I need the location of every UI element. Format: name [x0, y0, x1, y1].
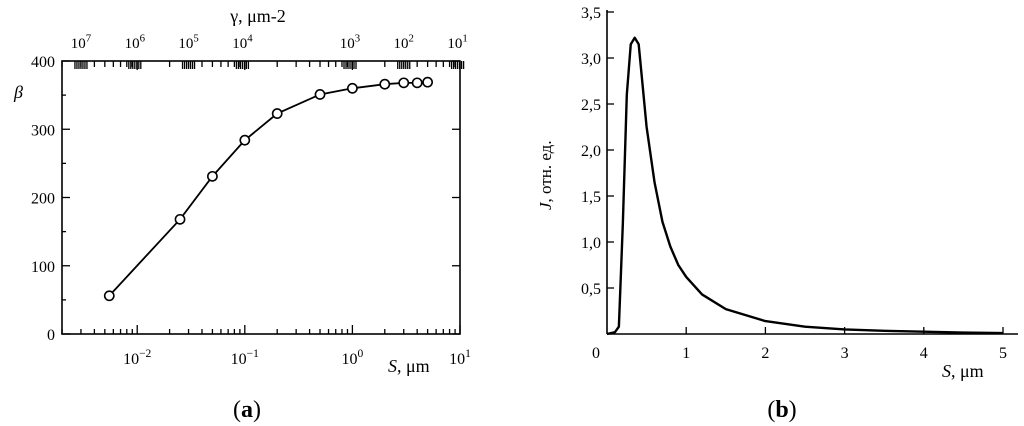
- b-ytick-label-5: 3,0: [581, 51, 601, 68]
- a-data-point-2: [207, 170, 218, 182]
- panel-b-y-label: J, отн. ед.: [536, 140, 555, 210]
- panel-a-caption: (a): [233, 397, 261, 423]
- b-ytick-label-2: 1,5: [581, 189, 601, 206]
- panel-a-y-ticks: 0 100 200 300 400: [31, 54, 460, 344]
- panel-a-x-ticks: 10−2 10−1 100 101: [61, 325, 471, 368]
- panel-a-x-label-unit: μm: [406, 356, 430, 376]
- a-toptick-label-0-base: 10: [71, 36, 86, 52]
- a-toptick-label-5-exp: 2: [409, 32, 414, 44]
- a-toptick-label-6-exp: 1: [462, 32, 467, 44]
- a-xtick-label-2: 100: [342, 348, 364, 368]
- a-toptick-label-1-base: 10: [125, 36, 140, 52]
- a-data-point-0: [103, 290, 115, 302]
- panel-a-top-axis-label: γ, μm-2: [229, 6, 286, 26]
- panel-a-y-label: β: [13, 82, 23, 102]
- a-ytick-label-2: 200: [31, 191, 55, 208]
- a-xtick-label-2-base: 10: [342, 351, 358, 368]
- a-data-point-7: [379, 78, 391, 90]
- a-toptick-label-0-exp: 7: [86, 32, 92, 44]
- a-toptick-label-5: 102: [394, 32, 414, 52]
- a-xtick-label-1-base: 10: [231, 351, 247, 368]
- a-xtick-label-0: 10−2: [123, 348, 151, 368]
- a-toptick-label-3-base: 10: [232, 36, 247, 52]
- panel-a-series: [103, 76, 434, 302]
- a-toptick-label-1-exp: 6: [140, 32, 146, 44]
- a-ytick-label-4: 400: [31, 54, 55, 71]
- panel-a-top-ticks: 107 106 105 104 103 102 101: [61, 32, 468, 70]
- a-xtick-label-3: 101: [449, 348, 471, 368]
- a-xtick-label-0-exp: −2: [139, 348, 151, 360]
- a-data-point-4: [271, 108, 283, 119]
- panel-b-label: b: [775, 397, 788, 423]
- b-xtick-label-5: 5: [999, 345, 1007, 362]
- a-data-point-1: [174, 213, 186, 225]
- a-toptick-label-5-base: 10: [394, 36, 409, 52]
- b-xtick-label-4: 4: [920, 345, 928, 362]
- a-toptick-label-4-base: 10: [340, 36, 355, 52]
- b-xtick-label-2: 2: [761, 345, 769, 362]
- a-xtick-label-2-exp: 0: [358, 348, 364, 360]
- panel-b-series: [606, 36, 1004, 336]
- a-xtick-label-1: 10−1: [231, 348, 259, 368]
- a-data-point-3: [239, 134, 251, 146]
- a-xtick-label-0-base: 10: [123, 351, 139, 368]
- a-toptick-label-0: 107: [71, 32, 92, 52]
- a-xtick-label-3-base: 10: [449, 351, 465, 368]
- b-xtick-label-3: 3: [841, 345, 849, 362]
- panel-a-x-label-var: S: [388, 356, 397, 376]
- a-data-point-10: [422, 76, 434, 88]
- panel-b: 0 1 2 3 4 50,51,01,52,02,53,03,5 J, отн. ед. …: [536, 5, 1018, 423]
- a-data-point-9: [411, 77, 423, 89]
- b-ytick-label-6: 3,5: [581, 5, 601, 22]
- a-ytick-label-3: 300: [31, 122, 55, 139]
- b-xtick-label-1: 1: [682, 345, 690, 362]
- panel-b-y-label-var: J: [536, 201, 555, 210]
- a-xtick-label-3-exp: 1: [465, 348, 471, 360]
- a-data-point-8: [398, 77, 410, 89]
- a-toptick-label-2-exp: 5: [193, 32, 198, 44]
- a-ytick-label-0: 0: [47, 327, 55, 344]
- panel-b-caption: (b): [767, 397, 796, 423]
- a-data-point-6: [347, 82, 358, 94]
- a-toptick-label-2: 105: [178, 32, 198, 52]
- a-ytick-label-1: 100: [31, 259, 55, 276]
- a-toptick-label-2-base: 10: [178, 36, 193, 52]
- a-toptick-label-4-exp: 3: [355, 32, 360, 44]
- a-xtick-label-1-exp: −1: [247, 348, 259, 360]
- panel-b-x-label-var: S: [942, 361, 951, 381]
- panel-b-x-label: S, μm: [942, 361, 984, 381]
- plot-a-frame: [61, 60, 461, 335]
- a-toptick-label-4: 103: [340, 32, 360, 52]
- a-toptick-label-1: 106: [125, 32, 146, 52]
- a-toptick-label-3: 104: [232, 32, 253, 52]
- a-toptick-label-6-base: 10: [447, 36, 462, 52]
- panel-a-x-label: S, μm: [388, 356, 430, 376]
- b-ytick-label-0: 0,5: [581, 281, 601, 298]
- panel-b-x-label-unit: μm: [960, 361, 984, 381]
- a-data-point-5: [314, 89, 326, 100]
- b-ytick-label-4: 2,5: [581, 97, 601, 114]
- a-toptick-label-6: 101: [447, 32, 467, 52]
- panel-a-label: a: [241, 397, 253, 423]
- a-series-line: [108, 81, 428, 297]
- b-series-curve: [606, 36, 1004, 336]
- panel-b-ticks: 0 1 2 3 4 5 0,5 1,0 1,5 2,0 2,5 3,0 3,5: [581, 5, 1007, 362]
- b-xtick-label-0: 0: [592, 345, 600, 362]
- panel-b-y-label-rest: , отн. ед.: [536, 140, 555, 202]
- b-ytick-label-1: 1,0: [581, 235, 601, 252]
- a-toptick-label-3-exp: 4: [247, 32, 253, 44]
- b-ytick-label-3: 2,0: [581, 143, 601, 160]
